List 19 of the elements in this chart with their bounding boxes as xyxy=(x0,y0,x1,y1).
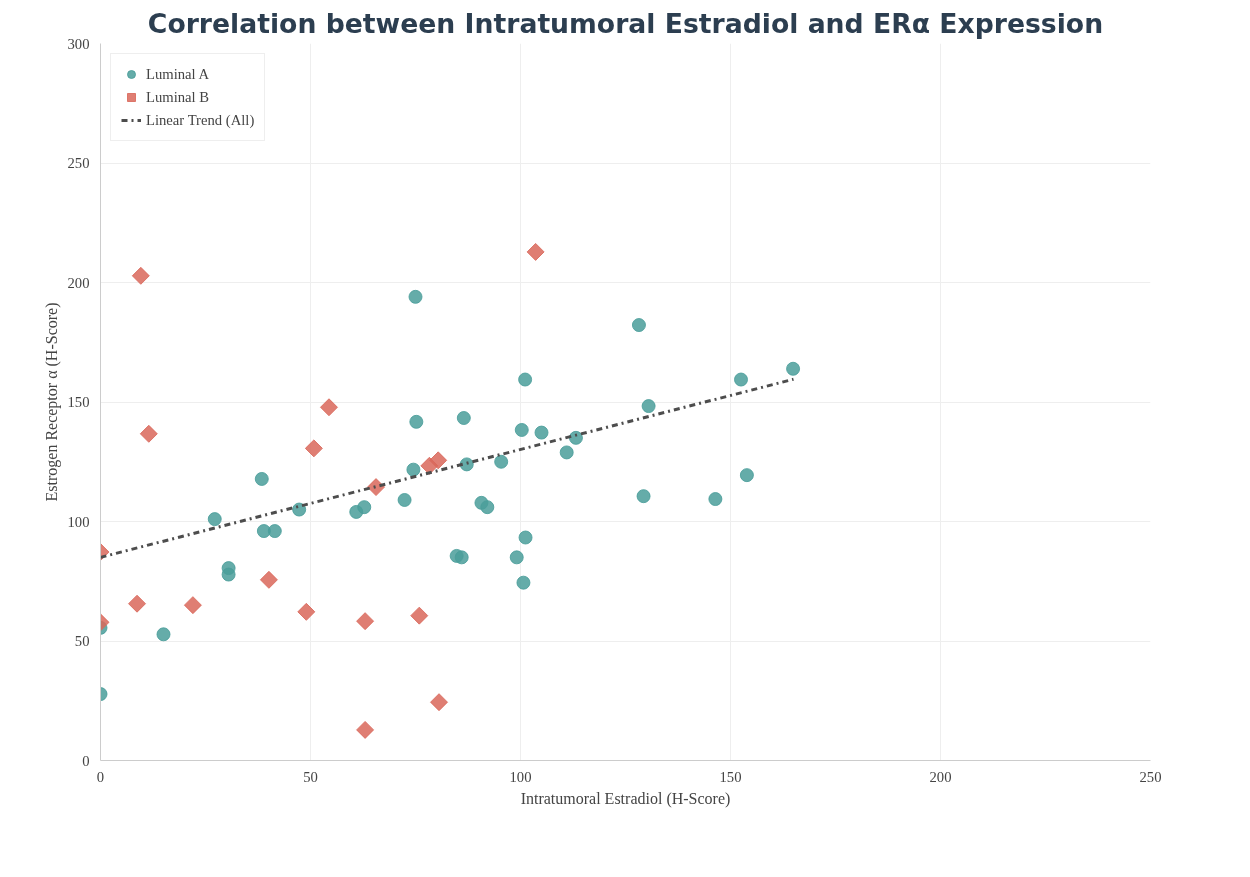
legend-label: Luminal B xyxy=(146,88,210,106)
x-tick-label: 50 xyxy=(303,768,318,785)
y-tick-label: 200 xyxy=(67,274,90,291)
x-tick-label: 150 xyxy=(719,768,742,785)
x-axis-title: Intratumoral Estradiol (H-Score) xyxy=(520,789,731,808)
x-tick-label: 250 xyxy=(1139,768,1162,785)
y-tick-label: 50 xyxy=(74,633,90,649)
chart-title: Correlation between Intratumoral Estradiol and ERα Expression xyxy=(147,7,1104,39)
y-tick-label: 0 xyxy=(82,752,90,769)
x-tick-label: 0 xyxy=(96,768,105,785)
x-tick-label: 200 xyxy=(929,768,952,785)
x-tick-label: 100 xyxy=(509,768,532,785)
y-tick-label: 300 xyxy=(67,35,90,52)
y-tick-label: 100 xyxy=(67,513,90,530)
y-tick-label: 250 xyxy=(67,155,90,171)
y-tick-label: 150 xyxy=(67,394,90,410)
legend-label: Linear Trend (All) xyxy=(146,111,255,129)
legend-label: Luminal A xyxy=(146,65,210,83)
y-axis-title: Estrogen Receptor α (H-Score) xyxy=(42,302,61,502)
